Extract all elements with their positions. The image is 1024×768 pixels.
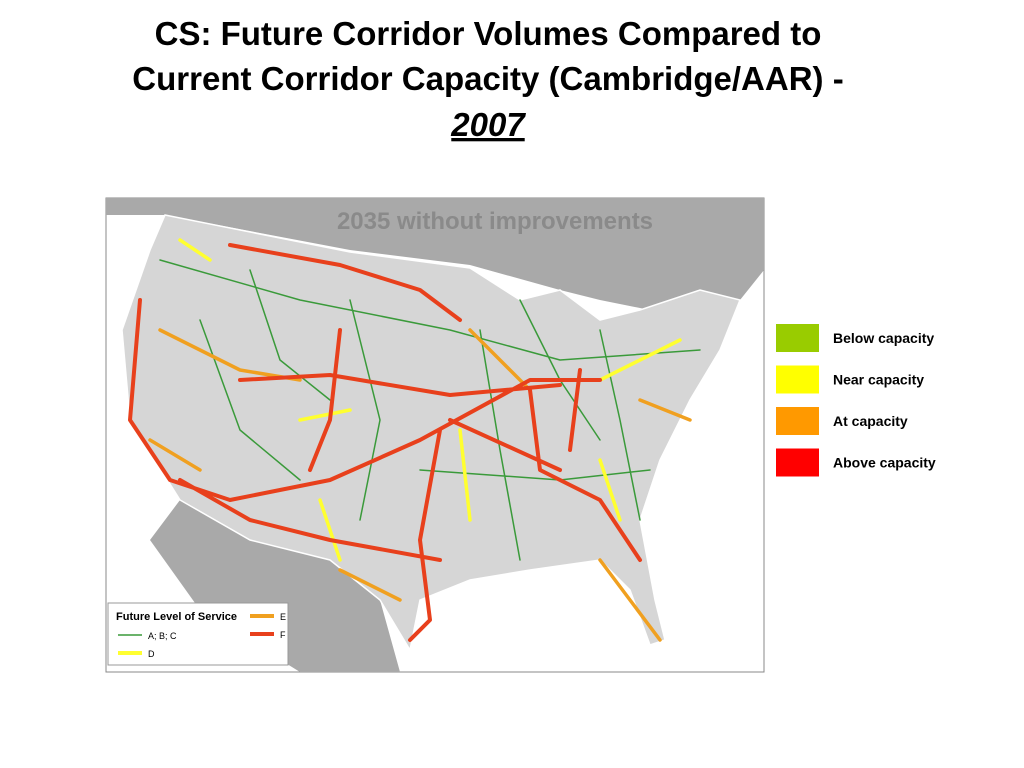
canada: [106, 198, 764, 320]
inset-legend-title: Future Level of Service: [116, 611, 237, 623]
title-year: 2007: [450, 106, 526, 143]
mexico: [150, 500, 400, 672]
corridors: [128, 238, 701, 642]
map: 2035 without improvements Future Level o…: [105, 197, 765, 673]
corridor-line: [178, 238, 682, 562]
title-line: CS: Future Corridor Volumes Compared to: [155, 15, 822, 52]
inset-legend-items: A; B; C D EF: [118, 612, 286, 659]
inset-legend-label: D: [148, 649, 155, 659]
title-line: Current Corridor Capacity (Cambridge/AAR…: [132, 60, 843, 97]
legend-swatch: [776, 448, 819, 477]
legend-swatch: [776, 407, 819, 435]
legend: Below capacity Near capacity At capacity Ab…: [776, 324, 936, 477]
legend-swatch: [776, 324, 819, 352]
legend-label: Below capacity: [833, 330, 934, 346]
legend-label: Above capacity: [833, 455, 936, 471]
map-caption: 2035 without improvements: [337, 208, 653, 235]
corridor-line: [148, 328, 692, 642]
inset-legend-label: F: [280, 630, 286, 640]
legend-label: Near capacity: [833, 372, 924, 388]
legend-label: At capacity: [833, 413, 908, 429]
legend-swatch: [776, 365, 819, 394]
inset-legend-label: A; B; C: [148, 631, 177, 641]
inset-legend-label: E: [280, 612, 286, 622]
inset-legend: Future Level of Service A; B; C D EF: [107, 602, 289, 666]
corridor-line: [128, 243, 642, 642]
